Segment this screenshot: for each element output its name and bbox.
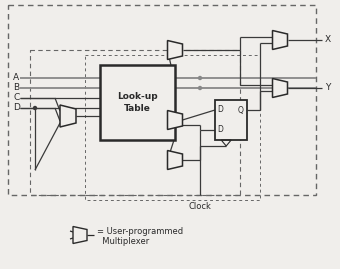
Text: A: A	[13, 73, 19, 83]
Text: Clock: Clock	[189, 202, 211, 211]
Bar	[8, 5, 316, 195]
Text: D: D	[13, 104, 20, 112]
Text: D: D	[217, 126, 223, 134]
Bar	[215, 100, 247, 140]
Bar	[100, 65, 175, 140]
Polygon shape	[272, 30, 288, 49]
Polygon shape	[60, 105, 76, 127]
Text: = User-programmed: = User-programmed	[97, 226, 183, 235]
Circle shape	[199, 76, 202, 80]
Circle shape	[34, 107, 36, 109]
Text: C: C	[13, 94, 19, 102]
Circle shape	[199, 87, 202, 90]
Text: Q: Q	[238, 105, 244, 115]
Polygon shape	[73, 226, 87, 243]
Bar	[30, 50, 240, 195]
Polygon shape	[168, 41, 183, 59]
Polygon shape	[168, 111, 183, 129]
Polygon shape	[168, 150, 183, 169]
Text: Look-up
Table: Look-up Table	[117, 92, 158, 113]
Bar	[85, 55, 260, 200]
Text: X: X	[325, 36, 331, 44]
Text: Y: Y	[325, 83, 330, 93]
Text: Multiplexer: Multiplexer	[97, 236, 149, 246]
Text: D: D	[217, 105, 223, 115]
Polygon shape	[272, 79, 288, 97]
Text: B: B	[13, 83, 19, 93]
